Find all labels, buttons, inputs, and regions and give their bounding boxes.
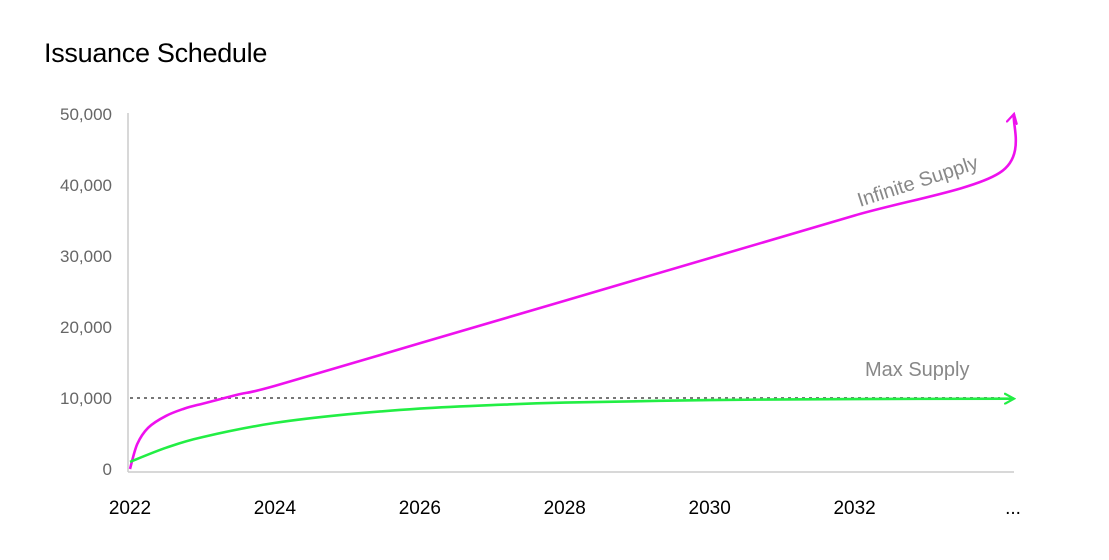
x-tick-label: 2032 — [833, 498, 875, 519]
y-tick-label: 0 — [103, 460, 112, 479]
x-tick-label: 2026 — [399, 498, 441, 519]
x-tick-label: 2024 — [254, 498, 297, 519]
y-tick-label: 20,000 — [60, 318, 112, 337]
chart-title: Issuance Schedule — [44, 38, 268, 68]
x-tick-label: 2030 — [689, 498, 731, 519]
y-tick-label: 50,000 — [60, 105, 112, 124]
x-tick-label: 2028 — [544, 498, 586, 519]
y-tick-label: 30,000 — [60, 247, 112, 266]
y-tick-label: 40,000 — [60, 176, 112, 195]
max-supply-label: Max Supply — [865, 359, 970, 381]
x-tick-label: ... — [1005, 498, 1021, 519]
infinite-supply-label: Infinite Supply — [855, 152, 981, 212]
max-supply-line — [129, 399, 1014, 464]
x-tick-label: 2022 — [109, 498, 151, 519]
infinite-supply-line — [128, 114, 1016, 470]
y-tick-label: 10,000 — [60, 389, 112, 408]
